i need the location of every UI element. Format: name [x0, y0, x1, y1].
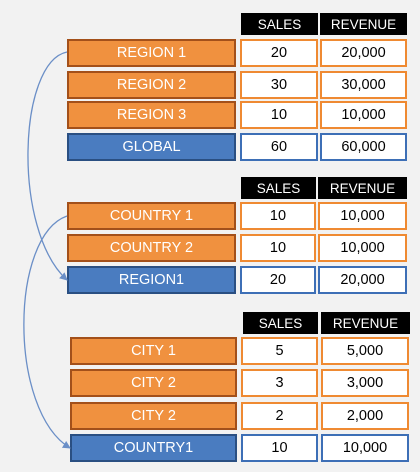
sales-header: SALES: [243, 312, 318, 334]
revenue-header: REVENUE: [318, 177, 407, 199]
revenue-total-cell: 60,000: [320, 133, 407, 161]
row-label-country-1: COUNTRY 1: [67, 202, 236, 230]
revenue-total-cell: 20,000: [318, 266, 407, 294]
row-label-city-1: CITY 1: [70, 337, 237, 365]
revenue-cell: 10,000: [318, 234, 407, 262]
sales-total-cell: 10: [241, 434, 318, 462]
sales-cell: 5: [241, 337, 318, 365]
row-label-country-2: COUNTRY 2: [67, 234, 236, 262]
sales-cell: 30: [240, 71, 318, 99]
revenue-header: REVENUE: [321, 312, 410, 334]
sales-cell: 10: [240, 101, 318, 129]
row-label-country1-total: COUNTRY1: [70, 434, 237, 462]
sales-total-cell: 20: [240, 266, 316, 294]
sales-cell: 10: [240, 202, 316, 230]
sales-cell: 3: [241, 369, 318, 397]
sales-header: SALES: [241, 13, 318, 35]
row-label-region-1: REGION 1: [67, 39, 236, 67]
revenue-cell: 20,000: [320, 39, 407, 67]
revenue-cell: 10,000: [320, 101, 407, 129]
revenue-cell: 10,000: [318, 202, 407, 230]
connector-region-1-to-region1: [27, 51, 68, 281]
row-label-global: GLOBAL: [67, 133, 236, 161]
connector-country-1-to-country1: [23, 215, 71, 449]
revenue-cell: 3,000: [321, 369, 409, 397]
revenue-cell: 30,000: [320, 71, 407, 99]
sales-cell: 20: [240, 39, 318, 67]
sales-cell: 10: [240, 234, 316, 262]
revenue-header: REVENUE: [320, 13, 407, 35]
revenue-cell: 5,000: [321, 337, 409, 365]
row-label-region-2: REGION 2: [67, 71, 236, 99]
sales-total-cell: 60: [240, 133, 318, 161]
row-label-city-2-second: CITY 2: [70, 402, 237, 430]
row-label-region-3: REGION 3: [67, 101, 236, 129]
row-label-city-2: CITY 2: [70, 369, 237, 397]
sales-cell: 2: [241, 402, 318, 430]
revenue-cell: 2,000: [321, 402, 409, 430]
revenue-total-cell: 10,000: [321, 434, 409, 462]
sales-header: SALES: [241, 177, 316, 199]
row-label-region1-total: REGION1: [67, 266, 236, 294]
